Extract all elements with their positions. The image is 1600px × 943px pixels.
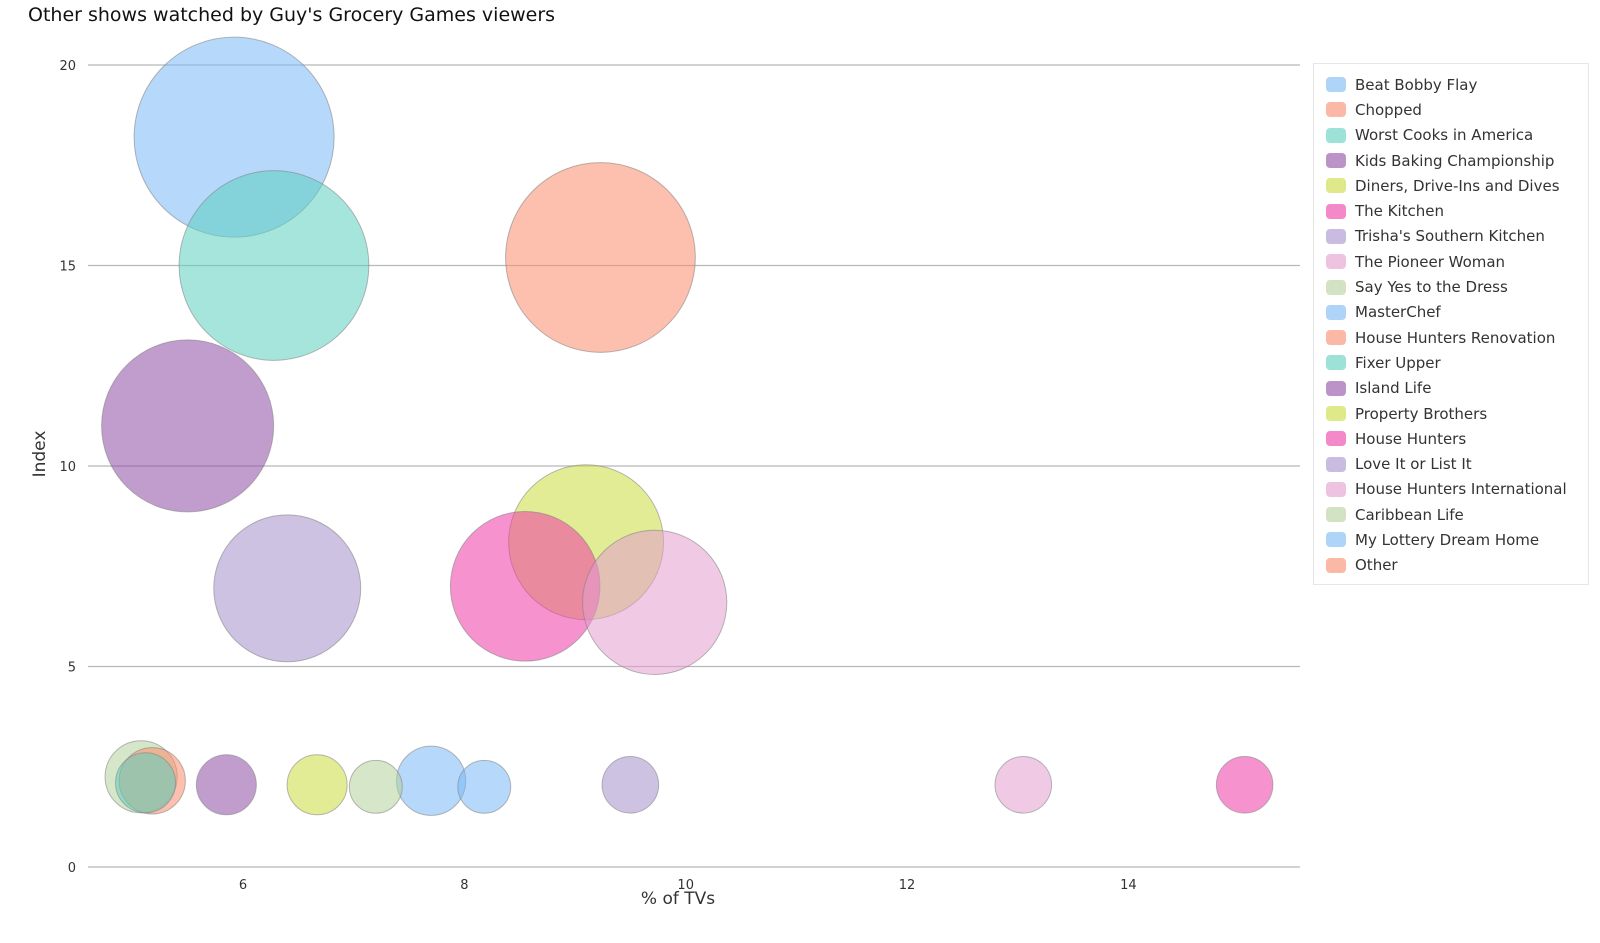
legend-swatch	[1326, 481, 1346, 497]
legend-label: Diners, Drive-Ins and Dives	[1355, 176, 1560, 195]
legend-swatch	[1326, 380, 1346, 396]
legend-item[interactable]: Chopped	[1314, 97, 1588, 122]
y-tick-label: 10	[59, 460, 76, 475]
legend-swatch	[1326, 203, 1346, 219]
legend-swatch	[1326, 178, 1346, 194]
axis-layer: 0 5 10 15 20 6 8 10 12 14	[59, 59, 1136, 893]
x-tick-label: 8	[460, 878, 468, 893]
x-tick-label: 10	[677, 878, 694, 893]
bubble-my-lottery-dream-home[interactable]	[457, 759, 512, 814]
x-tick-label: 12	[899, 878, 916, 893]
legend-item[interactable]: Say Yes to the Dress	[1314, 274, 1588, 299]
legend-swatch	[1326, 254, 1346, 270]
bubble-the-kitchen[interactable]	[449, 510, 601, 662]
bubble-caribbean-life[interactable]	[348, 759, 403, 814]
legend-item[interactable]: My Lottery Dream Home	[1314, 527, 1588, 552]
bubble-trisha-s-southern-kitchen[interactable]	[213, 514, 362, 663]
y-tick-label: 0	[68, 861, 76, 876]
legend-swatch	[1326, 431, 1346, 447]
legend-label: Trisha's Southern Kitchen	[1355, 227, 1545, 246]
legend-label: The Kitchen	[1355, 202, 1445, 221]
legend-label: House Hunters Renovation	[1355, 328, 1556, 347]
bubble-layer	[101, 36, 1274, 816]
legend-item[interactable]: The Kitchen	[1314, 198, 1588, 223]
legend-label: Worst Cooks in America	[1355, 126, 1534, 145]
legend-swatch	[1326, 279, 1346, 295]
legend-swatch	[1326, 228, 1346, 244]
legend-label: MasterChef	[1355, 303, 1441, 322]
legend-swatch	[1326, 456, 1346, 472]
legend-label: Say Yes to the Dress	[1355, 278, 1508, 297]
legend-swatch	[1326, 304, 1346, 320]
legend-item[interactable]: House Hunters International	[1314, 477, 1588, 502]
legend-item[interactable]: Other	[1314, 553, 1588, 578]
legend-label: Fixer Upper	[1355, 353, 1441, 372]
legend-item[interactable]: The Pioneer Woman	[1314, 249, 1588, 274]
legend-item[interactable]: Trisha's Southern Kitchen	[1314, 224, 1588, 249]
legend-label: House Hunters International	[1355, 480, 1567, 499]
bubble-love-it-or-list-it[interactable]	[601, 756, 660, 814]
legend-swatch	[1326, 557, 1346, 573]
bubble-the-pioneer-woman[interactable]	[582, 529, 728, 675]
bubble-island-life[interactable]	[195, 754, 257, 816]
legend-swatch	[1326, 153, 1346, 169]
legend-label: Chopped	[1355, 100, 1422, 119]
legend-swatch	[1326, 507, 1346, 523]
bubble-kids-baking-championship[interactable]	[101, 339, 275, 513]
x-axis-title: % of TVs	[641, 889, 715, 909]
legend-item[interactable]: Property Brothers	[1314, 401, 1588, 426]
bubble-house-hunters[interactable]	[1215, 756, 1274, 814]
legend-item[interactable]: Love It or List It	[1314, 451, 1588, 476]
y-tick-label: 15	[59, 260, 76, 275]
legend-swatch	[1326, 77, 1346, 93]
bubble-worst-cooks-in-america[interactable]	[178, 170, 370, 361]
bubble-masterchef[interactable]	[395, 745, 467, 816]
legend-label: House Hunters	[1355, 429, 1467, 448]
legend-label: Beat Bobby Flay	[1355, 75, 1478, 94]
legend-label: Kids Baking Championship	[1355, 151, 1555, 170]
y-axis-title: Index	[30, 431, 50, 478]
chart-title: Other shows watched by Guy's Grocery Gam…	[28, 4, 556, 26]
bubble-house-hunters-international[interactable]	[994, 756, 1053, 814]
legend-label: Caribbean Life	[1355, 505, 1464, 524]
legend-item[interactable]: Fixer Upper	[1314, 350, 1588, 375]
legend-label: My Lottery Dream Home	[1355, 530, 1540, 549]
legend-swatch	[1326, 330, 1346, 346]
x-tick-label: 14	[1120, 878, 1137, 893]
legend-swatch	[1326, 406, 1346, 421]
legend-item[interactable]: Worst Cooks in America	[1314, 123, 1588, 148]
legend-item[interactable]: MasterChef	[1314, 300, 1588, 325]
x-tick-label: 6	[239, 878, 247, 893]
legend-swatch	[1326, 355, 1346, 371]
legend-item[interactable]: Kids Baking Championship	[1314, 148, 1588, 173]
legend-item[interactable]: Diners, Drive-Ins and Dives	[1314, 173, 1588, 198]
legend-item[interactable]: Island Life	[1314, 376, 1588, 401]
legend-label: Property Brothers	[1355, 404, 1488, 423]
legend-swatch	[1326, 102, 1346, 118]
legend-label: Island Life	[1355, 379, 1432, 398]
y-tick-label: 5	[68, 661, 76, 676]
legend-label: The Pioneer Woman	[1355, 252, 1506, 271]
y-tick-label: 20	[59, 59, 76, 74]
bubble-chopped[interactable]	[505, 162, 696, 353]
legend-swatch	[1326, 127, 1346, 143]
legend-item[interactable]: Beat Bobby Flay	[1314, 72, 1588, 97]
legend-item[interactable]: Caribbean Life	[1314, 502, 1588, 527]
legend-label: Love It or List It	[1355, 455, 1472, 474]
legend-item[interactable]: House Hunters	[1314, 426, 1588, 451]
legend-swatch	[1326, 532, 1346, 548]
bubble-property-brothers[interactable]	[286, 754, 348, 816]
legend-label: Other	[1355, 556, 1398, 575]
legend-item[interactable]: House Hunters Renovation	[1314, 325, 1588, 350]
bubble-fixer-upper[interactable]	[115, 752, 177, 814]
legend: Beat Bobby Flay Chopped Worst Cooks in Ame…	[1313, 63, 1589, 585]
